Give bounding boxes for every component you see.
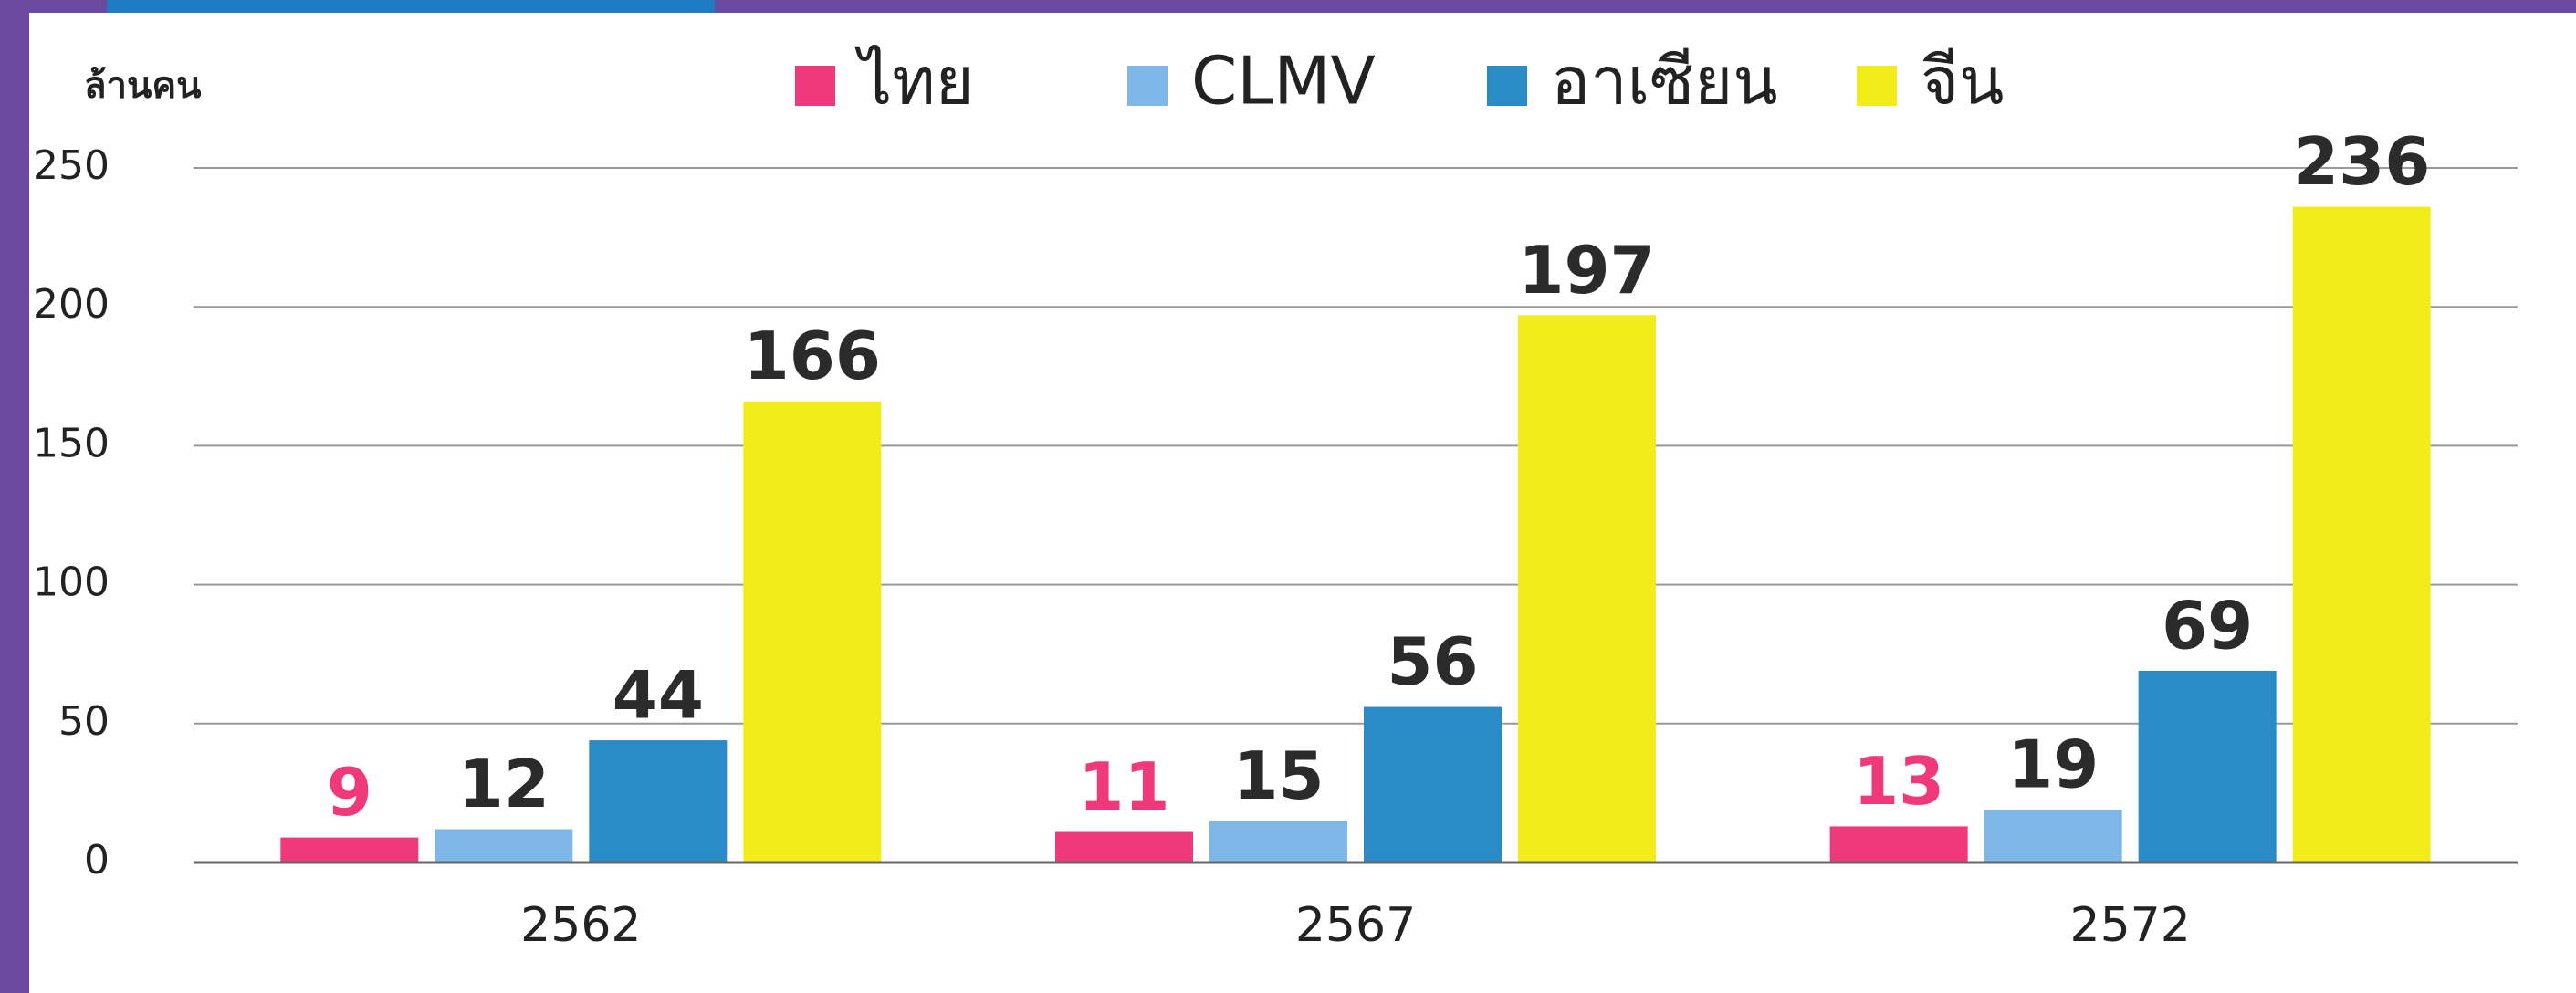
data-label: 11 bbox=[1078, 748, 1169, 825]
x-tick-label: 2567 bbox=[1295, 898, 1416, 953]
bar bbox=[280, 837, 419, 862]
y-tick-label: 250 bbox=[33, 142, 110, 189]
y-tick-label: 200 bbox=[33, 281, 110, 328]
y-tick-label: 100 bbox=[33, 559, 110, 606]
legend-swatch bbox=[1857, 66, 1897, 106]
legend-swatch bbox=[1127, 66, 1168, 106]
data-label: 15 bbox=[1232, 737, 1324, 814]
legend-label: อาเซียน bbox=[1551, 43, 1778, 120]
legend-swatch bbox=[1487, 66, 1527, 106]
bar bbox=[1209, 821, 1347, 862]
bar bbox=[1829, 826, 1968, 862]
data-label: 12 bbox=[458, 746, 550, 822]
top-accent bbox=[107, 0, 715, 13]
data-label: 56 bbox=[1387, 623, 1478, 700]
x-tick-label: 2572 bbox=[2069, 898, 2190, 953]
data-label: 44 bbox=[613, 657, 704, 734]
y-tick-label: 0 bbox=[84, 837, 110, 883]
data-label: 69 bbox=[2162, 587, 2253, 664]
legend-label: จีน bbox=[1921, 43, 2004, 120]
legend-label: CLMV bbox=[1191, 43, 1376, 120]
data-label: 166 bbox=[744, 318, 881, 394]
legend-swatch bbox=[795, 66, 835, 106]
bar bbox=[743, 401, 882, 862]
y-tick-label: 50 bbox=[58, 698, 110, 745]
y-tick-label: 150 bbox=[33, 420, 110, 466]
x-tick-label: 2562 bbox=[520, 898, 641, 953]
bar bbox=[2292, 206, 2431, 863]
bar bbox=[589, 740, 728, 862]
data-label: 197 bbox=[1518, 232, 1655, 308]
data-label: 13 bbox=[1853, 743, 1944, 820]
bar bbox=[1984, 810, 2122, 862]
bar bbox=[2138, 670, 2277, 862]
bar bbox=[1364, 706, 1502, 862]
data-label: 19 bbox=[2007, 726, 2099, 803]
bar bbox=[1055, 831, 1193, 862]
data-label: 9 bbox=[327, 754, 372, 831]
legend-label: ไทย bbox=[854, 43, 974, 120]
bar bbox=[435, 829, 573, 862]
bar bbox=[1518, 315, 1656, 862]
data-label: 236 bbox=[2293, 123, 2430, 200]
y-axis-label: ล้านคน bbox=[84, 65, 201, 107]
